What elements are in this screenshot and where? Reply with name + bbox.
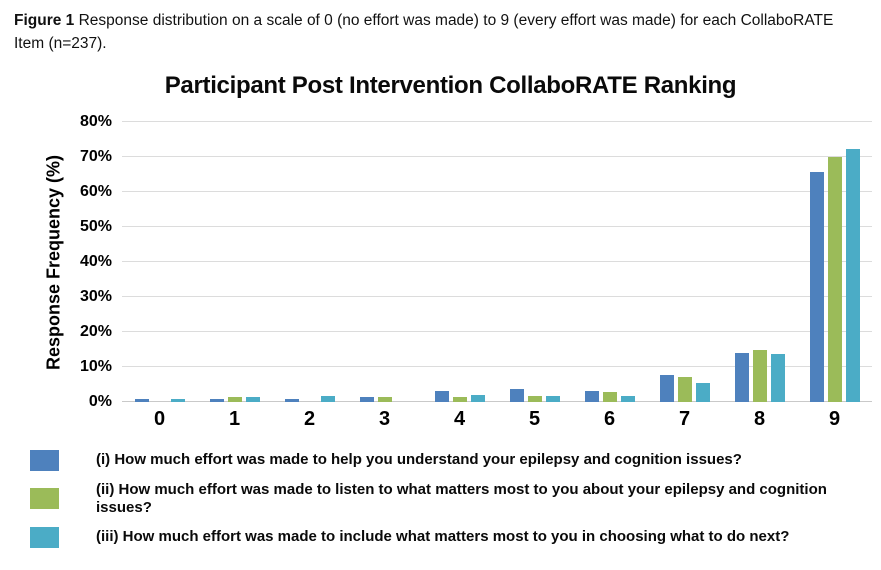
bar-group-0: 0: [122, 122, 197, 429]
y-tick-label-10%: 10%: [79, 357, 112, 375]
gridline-60%: [122, 190, 872, 192]
plot-area: 0 1 2 3 4 5 6 7 8 9: [122, 120, 872, 429]
bar-series3-cat1: [245, 397, 260, 402]
x-tick-label-3: 3: [378, 407, 391, 430]
bar-series3-cat5: [545, 395, 560, 402]
y-tick-label-60%: 60%: [79, 182, 112, 200]
legend-item-1: (i) How much effort was made to help you…: [30, 449, 881, 471]
bar-group-8: 8: [722, 122, 797, 429]
y-axis-ticks: 0% 10% 20% 30% 40% 50% 60% 70% 80%: [70, 113, 122, 409]
x-tick-label-4: 4: [453, 407, 466, 430]
legend-label: (i) How much effort was made to help you…: [96, 451, 742, 469]
gridline-70%: [122, 155, 872, 157]
legend-swatch-icon: [30, 488, 59, 510]
x-tick-label-5: 5: [528, 407, 541, 430]
bar-groups: 0 1 2 3 4 5 6 7 8 9: [122, 122, 872, 429]
bar-series1-cat8: [734, 353, 749, 402]
x-tick-label-7: 7: [678, 407, 691, 430]
bar-series3-cat2: [320, 395, 335, 402]
y-axis-title: Response Frequency (%): [43, 154, 64, 370]
bar-group-4: 4: [422, 122, 497, 429]
bar-series1-cat4: [434, 391, 449, 402]
bar-series2-cat6: [602, 391, 617, 402]
bar-series1-cat9: [809, 171, 824, 402]
gridline-80%: [122, 120, 872, 122]
bar-series3-cat8: [770, 353, 785, 402]
bar-series2-cat4: [452, 396, 467, 402]
bar-group-7: 7: [647, 122, 722, 429]
y-tick-label-30%: 30%: [79, 287, 112, 305]
gridline-40%: [122, 260, 872, 262]
figure-caption-text: Response distribution on a scale of 0 (n…: [14, 12, 834, 52]
chart-title: Participant Post Intervention CollaboRAT…: [164, 71, 737, 99]
bar-group-9: 9: [797, 122, 872, 429]
x-tick-label-8: 8: [753, 407, 766, 430]
bar-series2-cat8: [752, 350, 767, 402]
bar-series2-cat3: [377, 397, 392, 402]
bar-series1-cat7: [659, 375, 674, 402]
x-tick-label-1: 1: [228, 407, 241, 430]
bar-series3-cat9: [845, 149, 860, 402]
bar-series3-cat0: [170, 399, 185, 402]
bar-series2-cat1: [227, 397, 242, 402]
gridline-10%: [122, 365, 872, 367]
bar-series2-cat9: [827, 156, 842, 402]
bar-series1-cat5: [509, 388, 524, 402]
y-tick-label-0%: 0%: [88, 392, 112, 410]
gridline-30%: [122, 295, 872, 297]
bar-group-1: 1: [197, 122, 272, 429]
legend-label: (ii) How much effort was made to listen …: [96, 480, 827, 516]
gridline-20%: [122, 330, 872, 332]
bar-series3-cat4: [470, 394, 485, 402]
bar-series1-cat6: [584, 391, 599, 402]
x-axis-baseline: [122, 400, 872, 402]
y-tick-label-70%: 70%: [79, 147, 112, 165]
x-tick-label-0: 0: [153, 407, 166, 430]
y-tick-label-20%: 20%: [79, 322, 112, 340]
bar-series2-cat7: [677, 376, 692, 402]
x-tick-label-6: 6: [603, 407, 616, 430]
x-tick-label-2: 2: [303, 407, 316, 430]
bar-series1-cat3: [359, 397, 374, 402]
bar-series3-cat6: [620, 395, 635, 402]
y-tick-label-80%: 80%: [79, 112, 112, 130]
legend-label: (iii) How much effort was made to includ…: [96, 528, 790, 546]
legend-swatch-icon: [30, 526, 59, 548]
legend-swatch-icon: [30, 449, 59, 471]
chart-area: Response Frequency (%) 0% 10% 20% 30% 40% 50%…: [0, 113, 881, 429]
legend: (i) How much effort was made to help you…: [30, 449, 881, 548]
legend-item-3: (iii) How much effort was made to includ…: [30, 526, 881, 548]
x-tick-label-9: 9: [828, 407, 841, 430]
bar-group-6: 6: [572, 122, 647, 429]
bar-group-2: 2: [272, 122, 347, 429]
y-tick-label-50%: 50%: [79, 217, 112, 235]
gridline-50%: [122, 225, 872, 227]
figure-caption-label: Figure 1: [14, 12, 75, 29]
bar-chart: Participant Post Intervention CollaboRAT…: [0, 72, 881, 548]
figure-caption: Figure 1 Response distribution on a scal…: [14, 10, 844, 56]
bar-series1-cat1: [209, 399, 224, 402]
legend-item-2: (ii) How much effort was made to listen …: [30, 481, 881, 517]
bar-series1-cat2: [284, 399, 299, 402]
bar-series3-cat7: [695, 383, 710, 402]
bar-group-5: 5: [497, 122, 572, 429]
bar-series1-cat0: [134, 399, 149, 402]
bar-series2-cat5: [527, 395, 542, 402]
y-tick-label-40%: 40%: [79, 252, 112, 270]
bar-group-3: 3: [347, 122, 422, 429]
